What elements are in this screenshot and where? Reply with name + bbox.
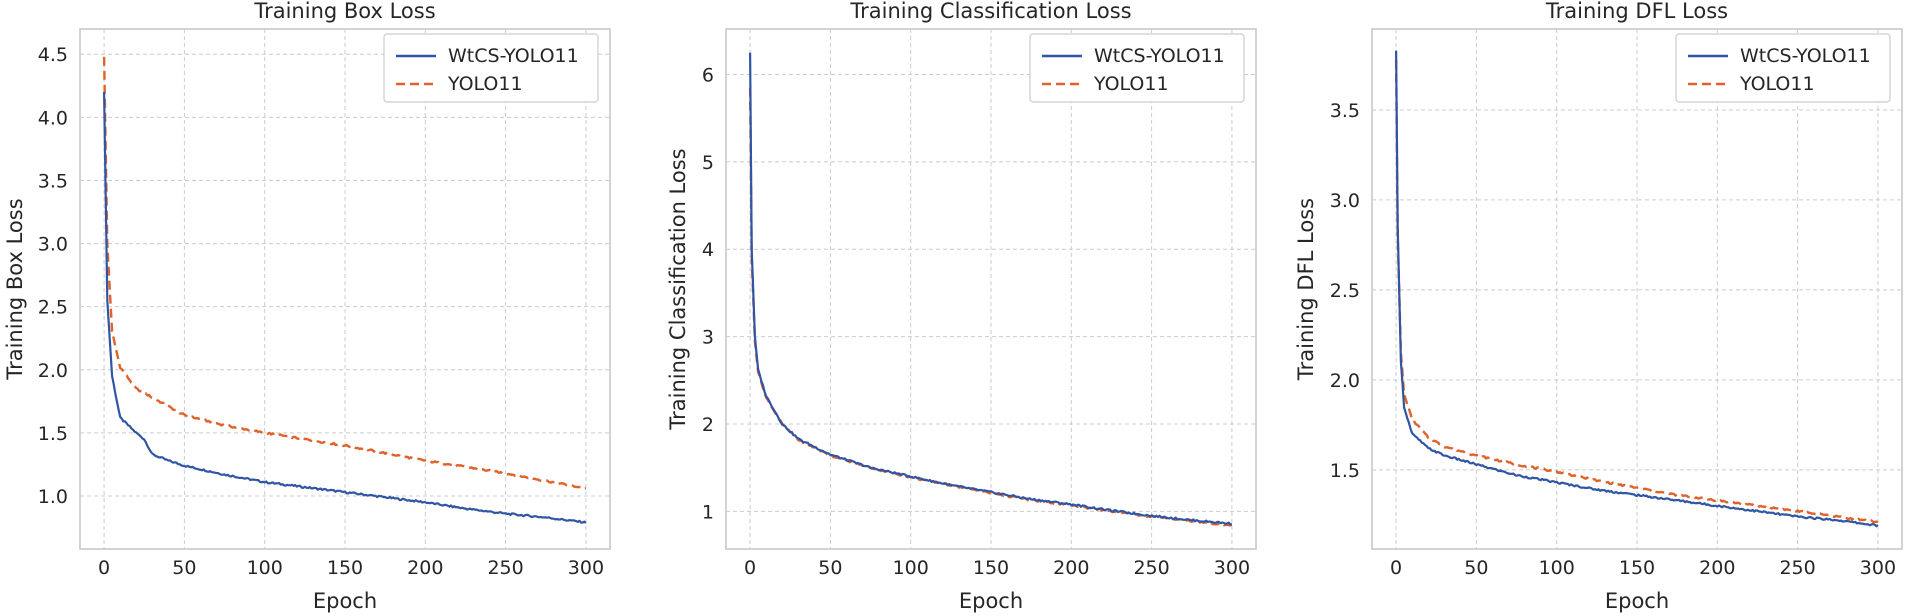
x-tick-label: 150	[327, 557, 363, 579]
y-tick-label: 6	[702, 64, 714, 86]
y-tick-labels: 1.0 1.5 2.0 2.5 3.0 3.5 4.0 4.5	[38, 44, 68, 508]
y-tick-label: 2.0	[1330, 370, 1360, 392]
x-tick-labels: 0 50 100 150 200 250 300	[744, 557, 1250, 579]
y-tick-label: 4.5	[38, 44, 68, 66]
legend-label-wtcs: WtCS-YOLO11	[448, 45, 579, 67]
legend-label-wtcs: WtCS-YOLO11	[1740, 45, 1871, 67]
y-axis-label: Training Box Loss	[3, 198, 27, 380]
series-lines	[1394, 50, 1879, 528]
chart-panel-classification-loss: Training Classification Loss 0 50 100 150 20…	[666, 0, 1257, 613]
x-tick-label: 150	[973, 557, 1009, 579]
x-tick-label: 250	[487, 557, 523, 579]
x-tick-label: 100	[893, 557, 929, 579]
series-lines	[102, 56, 587, 524]
x-tick-label: 0	[744, 557, 756, 579]
y-tick-label: 4	[702, 239, 714, 261]
x-axis-label: Epoch	[1605, 589, 1669, 613]
y-tick-label: 1	[702, 501, 714, 523]
y-tick-label: 1.5	[1330, 460, 1360, 482]
legend-box	[1029, 33, 1245, 103]
y-tick-label: 3.5	[38, 170, 68, 192]
y-tick-label: 2.5	[1330, 280, 1360, 302]
x-tick-label: 50	[818, 557, 842, 579]
y-tick-label: 5	[702, 152, 714, 174]
x-tick-label: 100	[247, 557, 283, 579]
y-tick-label: 1.5	[38, 423, 68, 445]
x-tick-label: 100	[1539, 557, 1575, 579]
y-tick-label: 2.0	[38, 360, 68, 382]
y-tick-label: 3	[702, 327, 714, 349]
x-tick-label: 200	[1699, 557, 1735, 579]
x-tick-label: 250	[1779, 557, 1815, 579]
legend-label-yolo: YOLO11	[1093, 73, 1169, 95]
chart-title: Training Box Loss	[253, 0, 435, 23]
x-axis-label: Epoch	[959, 589, 1023, 613]
x-tick-labels: 0 50 100 150 200 250 300	[1390, 557, 1896, 579]
series-line-yolo11	[102, 56, 587, 490]
legend: WtCS-YOLO11 YOLO11	[1675, 33, 1891, 103]
x-tick-label: 250	[1133, 557, 1169, 579]
legend-label-wtcs: WtCS-YOLO11	[1094, 45, 1225, 67]
legend-box	[1675, 33, 1891, 103]
series-line-wtcs-yolo11	[749, 52, 1233, 526]
y-axis-label: Training Classification Loss	[666, 148, 690, 430]
y-tick-label: 2.5	[38, 297, 68, 319]
legend: WtCS-YOLO11 YOLO11	[1029, 33, 1245, 103]
x-tick-label: 300	[1860, 557, 1896, 579]
series-line-wtcs-yolo11	[103, 92, 587, 524]
y-axis-label: Training DFL Loss	[1294, 198, 1318, 381]
y-tick-labels: 1.5 2.0 2.5 3.0 3.5	[1330, 100, 1360, 482]
legend-label-yolo: YOLO11	[447, 73, 523, 95]
x-tick-label: 50	[172, 557, 196, 579]
y-tick-label: 3.0	[38, 234, 68, 256]
x-tick-label: 150	[1619, 557, 1655, 579]
y-tick-label: 1.0	[38, 486, 68, 508]
legend: WtCS-YOLO11 YOLO11	[383, 33, 599, 103]
grid	[1372, 29, 1902, 549]
chart-title: Training DFL Loss	[1545, 0, 1728, 23]
x-tick-label: 200	[407, 557, 443, 579]
grid	[726, 29, 1256, 549]
x-tick-labels: 0 50 100 150 200 250 300	[98, 557, 604, 579]
y-tick-labels: 1 2 3 4 5 6	[702, 64, 714, 523]
y-tick-label: 4.0	[38, 107, 68, 129]
series-line-yolo11	[1394, 59, 1879, 524]
legend-box	[383, 33, 599, 103]
x-tick-label: 300	[568, 557, 604, 579]
chart-panel-dfl-loss: Training DFL Loss 0 50 100 150 200 250 300 1.5…	[1294, 0, 1903, 613]
x-tick-label: 0	[1390, 557, 1402, 579]
x-axis-label: Epoch	[313, 589, 377, 613]
legend-label-yolo: YOLO11	[1739, 73, 1815, 95]
series-lines	[748, 52, 1233, 527]
y-tick-label: 2	[702, 414, 714, 436]
x-tick-label: 300	[1214, 557, 1250, 579]
chart-title: Training Classification Loss	[849, 0, 1131, 23]
x-tick-label: 0	[98, 557, 110, 579]
series-line-wtcs-yolo11	[1395, 50, 1879, 528]
x-tick-label: 200	[1053, 557, 1089, 579]
y-tick-label: 3.5	[1330, 100, 1360, 122]
grid	[80, 29, 610, 549]
x-tick-label: 50	[1464, 557, 1488, 579]
y-tick-label: 3.0	[1330, 190, 1360, 212]
chart-panel-box-loss: Training Box Loss 0 50 100 150 200 250 300 1.0…	[3, 0, 611, 613]
